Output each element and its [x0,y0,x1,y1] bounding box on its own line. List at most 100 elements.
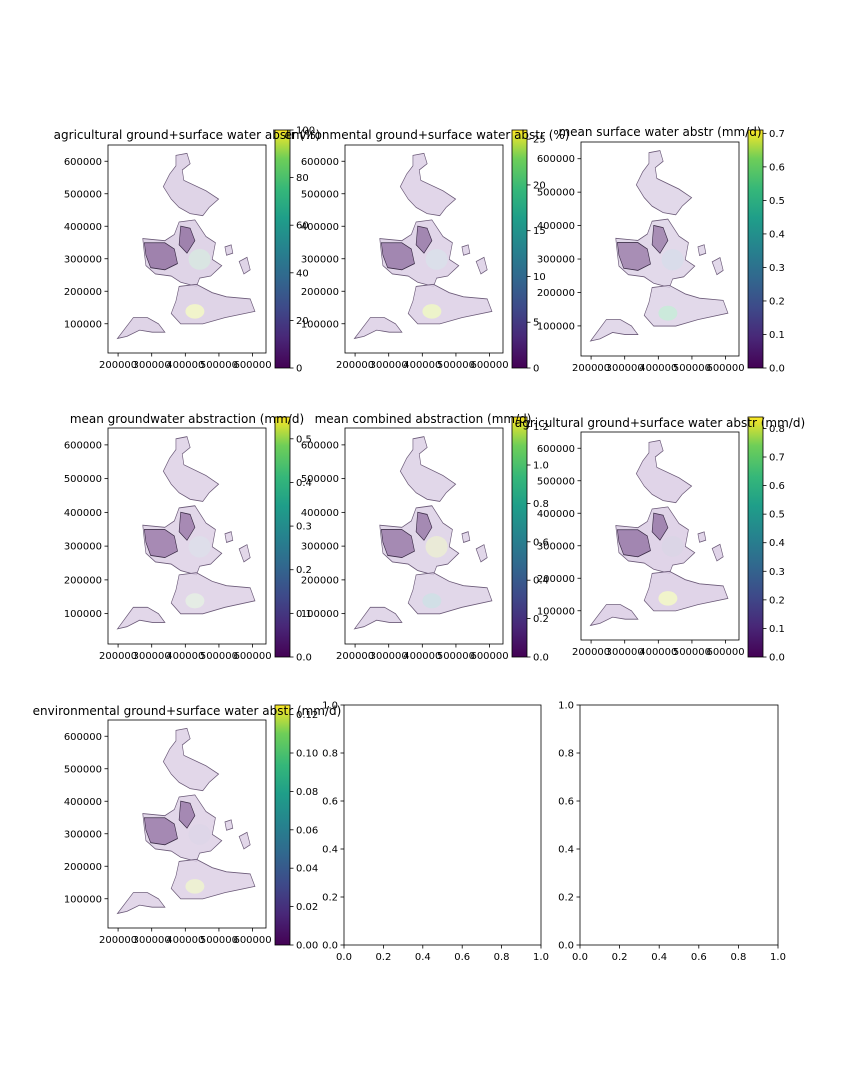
y-tick-label: 400000 [64,797,102,808]
y-tick-label: 600000 [64,157,102,168]
x-tick-label: 500000 [200,651,238,662]
x-tick-label: 600000 [470,651,508,662]
x-tick-label: 400000 [403,651,441,662]
axes-frame [107,427,267,645]
x-tick-label: 1.0 [533,952,549,963]
y-tick-label: 400000 [537,221,575,232]
y-tick-label: 500000 [537,476,575,487]
colorbar-tick-label: 0.2 [769,296,785,307]
x-tick-label: 300000 [133,651,171,662]
y-tick-label: 200000 [64,287,102,298]
colorbar-tick-label: 0.5 [769,510,785,521]
y-tick-label: 500000 [301,474,339,485]
y-tick-label: 0.8 [558,749,574,760]
y-tick-label: 1.0 [558,701,574,712]
catchment-map [354,153,491,338]
panel-title: mean groundwater abstraction (mm/d) [70,412,304,426]
axes-frame [344,144,504,354]
y-tick-label: 400000 [301,222,339,233]
colorbar-gradient [747,129,764,369]
panel-title: mean surface water abstr (mm/d) [558,125,761,139]
x-tick-label: 1.0 [770,952,786,963]
y-tick-label: 300000 [301,542,339,553]
y-tick-label: 400000 [301,508,339,519]
y-tick-label: 100000 [537,321,575,332]
x-tick-label: 200000 [99,360,137,371]
colorbar: 0.0 0.1 0.2 0.3 0.4 0.5 0.6 0.7 [747,129,785,375]
panel-p6: 2000003000004000005000006000001000002000… [515,416,805,664]
colorbar-tick-label: 10 [533,272,546,283]
colorbar-gradient [274,129,291,369]
colorbar-tick-label: 0 [533,364,539,375]
x-tick-label: 400000 [403,360,441,371]
catchment-map [354,437,491,629]
axes-frame [107,719,267,929]
x-tick-label: 500000 [673,363,711,374]
colorbar-tick-label: 100 [296,126,315,137]
y-tick-label: 300000 [537,541,575,552]
panel-p5: 2000003000004000005000006000001000002000… [301,412,549,664]
y-tick-label: 600000 [537,154,575,165]
y-tick-label: 500000 [64,189,102,200]
x-tick-label: 400000 [639,363,677,374]
y-tick-label: 0.4 [558,845,574,856]
y-tick-label: 100000 [64,319,102,330]
y-tick-label: 0.4 [322,845,338,856]
y-tick-label: 300000 [64,542,102,553]
y-tick-label: 600000 [537,444,575,455]
panel-title: mean combined abstraction (mm/d) [315,412,532,426]
y-tick-label: 200000 [64,862,102,873]
colorbar: 0.00 0.02 0.04 0.06 0.08 0.10 0.12 [274,704,318,952]
y-tick-label: 0.6 [322,797,338,808]
y-tick-label: 600000 [301,440,339,451]
colorbar-tick-label: 0 [296,364,302,375]
x-tick-label: 300000 [370,651,408,662]
colorbar-tick-label: 0.0 [769,653,785,664]
colorbar-tick-label: 0.5 [296,434,312,445]
panel-p4: 2000003000004000005000006000001000002000… [64,412,312,664]
x-tick-label: 500000 [673,647,711,658]
x-tick-label: 300000 [133,360,171,371]
x-tick-label: 400000 [639,647,677,658]
x-tick-label: 600000 [706,363,744,374]
colorbar-tick-label: 0.08 [296,787,318,798]
x-tick-label: 200000 [99,651,137,662]
y-tick-label: 0.0 [322,941,338,952]
panel-p1: 2000003000004000005000006000001000002000… [54,126,321,375]
colorbar-tick-label: 0.6 [769,481,785,492]
x-tick-label: 500000 [437,360,475,371]
panel-p8: 0.0 0.2 0.4 0.6 0.8 1.0 0.0 0.2 0.4 0.6 0.8 1.0 [322,701,549,964]
colorbar-tick-label: 0.2 [296,565,312,576]
colorbar-tick-label: 1.2 [533,422,549,433]
y-tick-label: 200000 [64,575,102,586]
panel-title: environmental ground+surface water abstr… [284,128,569,142]
x-tick-label: 200000 [336,651,374,662]
x-tick-label: 600000 [233,360,271,371]
x-tick-label: 300000 [370,360,408,371]
colorbar-tick-label: 0.6 [769,162,785,173]
colorbar-tick-label: 80 [296,173,309,184]
colorbar-tick-label: 0.04 [296,864,318,875]
y-tick-label: 100000 [64,894,102,905]
axes-frame [579,704,779,946]
y-tick-label: 0.8 [322,749,338,760]
x-tick-label: 400000 [166,360,204,371]
y-tick-label: 600000 [64,440,102,451]
x-tick-label: 200000 [99,935,137,946]
colorbar-tick-label: 0.8 [533,499,549,510]
x-tick-label: 0.4 [651,952,667,963]
y-tick-label: 0.0 [558,941,574,952]
colorbar-tick-label: 0.2 [769,595,785,606]
x-tick-label: 200000 [572,647,610,658]
colorbar-tick-label: 15 [533,226,546,237]
colorbar: 0.0 0.1 0.2 0.3 0.4 0.5 0.6 0.7 0.8 [747,416,785,664]
y-tick-label: 200000 [301,575,339,586]
catchment-map [117,728,254,913]
y-tick-label: 300000 [64,829,102,840]
x-tick-label: 500000 [437,651,475,662]
panel-title: agricultural ground+surface water abstr … [54,128,321,142]
catchment-map [590,151,727,341]
catchment-highlight [185,304,205,319]
y-tick-label: 400000 [64,222,102,233]
catchment-highlight [422,593,442,609]
